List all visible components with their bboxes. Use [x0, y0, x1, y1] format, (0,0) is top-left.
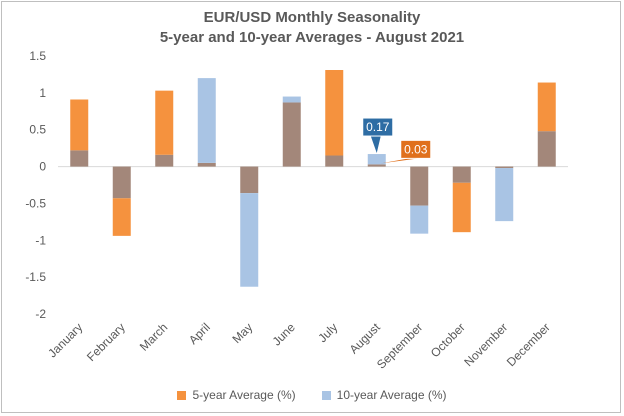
bar-overlap [367, 164, 386, 167]
data-label: 0.03 [404, 142, 428, 156]
bar-10yr [410, 205, 429, 234]
y-tick-label: -0.5 [25, 196, 46, 210]
bar-overlap [495, 166, 514, 169]
bar-overlap [537, 131, 556, 167]
callout-box [400, 139, 432, 159]
legend-swatch-10yr [321, 390, 331, 400]
bar-overlap [325, 155, 344, 167]
chart-title: EUR/USD Monthly Seasonality [203, 9, 421, 26]
x-tick-label: April [186, 320, 213, 347]
bar-5yr [452, 182, 471, 233]
bar-overlap [70, 150, 89, 167]
x-tick-label: March [137, 320, 170, 353]
data-label: 0.17 [366, 120, 390, 134]
callout-box [362, 117, 394, 137]
bar-10yr [240, 193, 259, 287]
bar-overlap [452, 166, 471, 183]
y-tick-label: -1 [35, 233, 46, 247]
x-tick-label: September [374, 320, 425, 371]
x-tick-label: May [229, 320, 255, 346]
y-tick-label: 1 [39, 86, 46, 100]
bar-5yr [325, 70, 344, 156]
callout-pointer [380, 158, 419, 164]
legend-swatch-5yr [177, 390, 187, 400]
y-tick-label: -1.5 [25, 270, 46, 284]
bar-5yr [155, 90, 174, 155]
legend-label-5yr: 5-year Average (%) [192, 388, 296, 402]
x-tick-label: November [461, 320, 510, 369]
bar-10yr [367, 154, 386, 165]
x-tick-label: October [428, 320, 468, 360]
bar-overlap [112, 166, 131, 199]
legend-label-10yr: 10-year Average (%) [336, 388, 447, 402]
y-tick-label: 1.5 [29, 49, 46, 63]
legend-item-10yr: 10-year Average (%) [321, 388, 447, 402]
bar-overlap [197, 162, 216, 167]
bar-overlap [410, 166, 429, 206]
bar-10yr [197, 78, 216, 163]
bar-5yr [112, 198, 131, 236]
chart-subtitle: 5-year and 10-year Averages - August 202… [159, 29, 465, 46]
bar-overlap [240, 166, 259, 194]
y-tick-label: 0 [39, 160, 46, 174]
x-tick-label: February [84, 320, 128, 364]
x-tick-label: January [45, 320, 85, 360]
legend-item-5yr: 5-year Average (%) [177, 388, 296, 402]
x-tick-label: August [347, 320, 384, 357]
callout-pointer [370, 136, 381, 154]
bar-10yr [282, 96, 301, 103]
chart-legend: 5-year Average (%) 10-year Average (%) [0, 388, 624, 402]
x-tick-label: June [270, 320, 299, 349]
x-tick-label: December [504, 320, 553, 369]
bar-overlap [155, 154, 174, 167]
x-tick-label: July [315, 320, 340, 345]
bar-10yr [495, 168, 514, 222]
y-tick-label: -2 [35, 307, 46, 321]
bar-5yr [70, 99, 89, 151]
bar-5yr [537, 82, 556, 132]
bar-overlap [282, 102, 301, 167]
y-tick-label: 0.5 [29, 123, 46, 137]
